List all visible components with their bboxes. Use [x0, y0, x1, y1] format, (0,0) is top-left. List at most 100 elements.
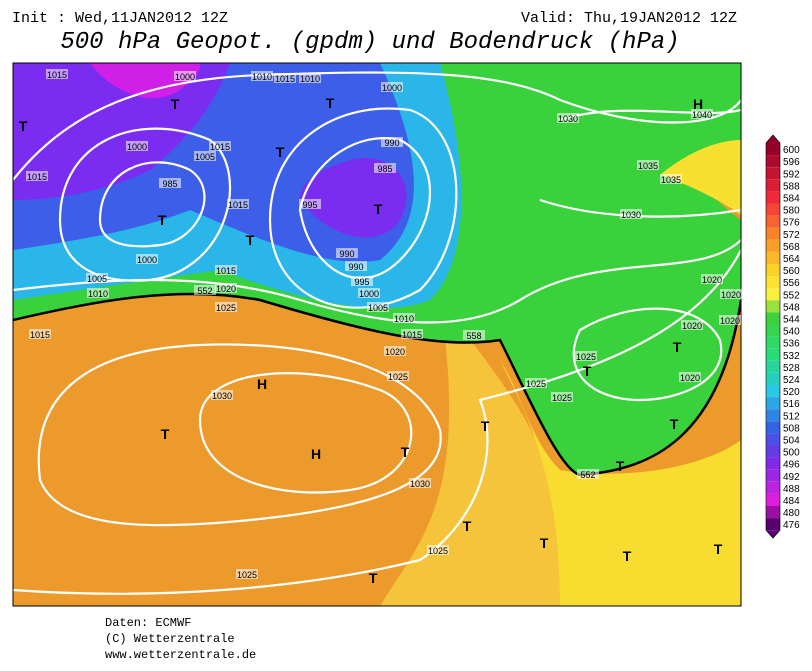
- label-box: [637, 160, 659, 170]
- colorbar-cell: [766, 167, 780, 180]
- label-box: [236, 569, 258, 579]
- colorbar-label: 596: [783, 157, 800, 168]
- label-box: [194, 151, 216, 161]
- colorbar-label: 576: [783, 218, 800, 229]
- label-box: [374, 163, 396, 173]
- colorbar-label: 580: [783, 206, 800, 217]
- isobar-label: 1035: [661, 175, 681, 185]
- isobar-label: 1020: [216, 284, 236, 294]
- pressure-center: H: [693, 96, 703, 112]
- isobar-label: 1020: [721, 290, 741, 300]
- colorbar-outline: [765, 134, 781, 539]
- isobar-label: 1025: [576, 352, 596, 362]
- pressure-center: T: [616, 458, 625, 474]
- pressure-center: H: [311, 446, 321, 462]
- colorbar-cell: [766, 493, 780, 506]
- isobar-label: 552: [197, 286, 212, 296]
- colorbar-label: 476: [783, 520, 800, 531]
- isobar-label: 1010: [394, 314, 414, 324]
- colorbar-label: 564: [783, 254, 800, 265]
- label-box: [577, 469, 599, 479]
- colorbar-label: 544: [783, 314, 800, 325]
- isobar-label: 1010: [300, 74, 320, 84]
- pressure-center: T: [670, 416, 679, 432]
- label-box: [620, 209, 642, 219]
- colorbar-cell: [766, 191, 780, 204]
- label-box: [679, 372, 701, 382]
- isobar-label: 990: [339, 249, 354, 259]
- colorbar-cell: [766, 300, 780, 313]
- footer-line: Daten: ECMWF: [105, 616, 191, 630]
- colorbar-cell: [766, 445, 780, 458]
- isobar-label: 985: [377, 164, 392, 174]
- colorbar-label: 488: [783, 484, 800, 495]
- colorbar-cell: [766, 481, 780, 494]
- purple-zone: [13, 63, 407, 238]
- isobar-label: 1015: [216, 266, 236, 276]
- magenta-zone: [90, 63, 200, 99]
- footer-line: (C) Wetterzentrale: [105, 632, 235, 646]
- colorbar-cell: [766, 239, 780, 252]
- label-box: [299, 199, 321, 209]
- map-title: 500 hPa Geopot. (gpdm) und Bodendruck (h…: [60, 29, 679, 56]
- colorbar-label: 516: [783, 399, 800, 410]
- isobar-label: 1040: [692, 110, 712, 120]
- colorbar-label: 556: [783, 278, 800, 289]
- label-box: [336, 248, 358, 258]
- label-box: [209, 141, 231, 151]
- label-box: [46, 69, 68, 79]
- pressure-center: T: [374, 201, 383, 217]
- pressure-center: T: [583, 363, 592, 379]
- colorbar-cell: [766, 312, 780, 325]
- isobar-label: 995: [354, 277, 369, 287]
- colorbar-label: 500: [783, 448, 800, 459]
- colorbar-label: 552: [783, 290, 800, 301]
- colorbar-cell: [766, 155, 780, 168]
- isobars: [13, 71, 741, 595]
- isobar-label: 1000: [175, 72, 195, 82]
- label-box: [701, 274, 723, 284]
- valid-time: Valid: Thu,19JAN2012 12Z: [521, 10, 737, 27]
- isobar-label: 1020: [385, 347, 405, 357]
- isobar-label: 1030: [621, 210, 641, 220]
- isobar-label: 1025: [237, 570, 257, 580]
- colorbar-cell: [766, 227, 780, 240]
- pressure-center: T: [673, 339, 682, 355]
- label-box: [87, 288, 109, 298]
- isobar-label: 990: [348, 262, 363, 272]
- colorbar-cell: [766, 336, 780, 349]
- label-box: [387, 371, 409, 381]
- contour-552: [13, 292, 741, 477]
- label-box: [358, 288, 380, 298]
- label-box: [691, 109, 713, 119]
- isobar-label: 985: [162, 179, 177, 189]
- isobar-label: 1020: [680, 373, 700, 383]
- isobar-label: 1015: [210, 142, 230, 152]
- isobar-label: 1025: [388, 372, 408, 382]
- colorbar-tip: [766, 530, 780, 539]
- label-box: [299, 73, 321, 83]
- colorbar-cell: [766, 288, 780, 301]
- yellow-zone: [500, 360, 741, 606]
- colorbar-cell: [766, 143, 780, 156]
- init-time: Init : Wed,11JAN2012 12Z: [12, 10, 228, 27]
- label-box: [384, 346, 406, 356]
- isobar-label: 1015: [402, 330, 422, 340]
- pressure-center: T: [171, 96, 180, 112]
- isobar-label: 1015: [228, 200, 248, 210]
- label-box: [427, 545, 449, 555]
- label-box: [409, 478, 431, 488]
- colorbar-tip: [766, 135, 780, 143]
- label-box: [720, 289, 742, 299]
- colorbar-label: 588: [783, 181, 800, 192]
- isobar-label: 552: [580, 470, 595, 480]
- colorbar-label: 484: [783, 496, 800, 507]
- colorbar-label: 540: [783, 327, 800, 338]
- footer-line: www.wetterzentrale.de: [105, 648, 256, 662]
- isobar-label: 1020: [720, 316, 740, 326]
- pressure-center: T: [276, 144, 285, 160]
- isobar-label: 1000: [382, 83, 402, 93]
- label-box: [251, 71, 273, 81]
- pressure-center: T: [401, 444, 410, 460]
- colorbar-label: 496: [783, 460, 800, 471]
